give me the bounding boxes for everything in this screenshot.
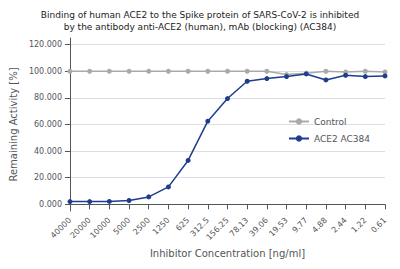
svg-text:2500: 2500 (131, 216, 152, 237)
svg-text:1250: 1250 (151, 216, 172, 237)
svg-text:120.000: 120.000 (29, 40, 62, 49)
svg-text:Control: Control (314, 117, 347, 127)
svg-text:0.61: 0.61 (369, 216, 388, 235)
svg-text:156.25: 156.25 (205, 216, 231, 242)
svg-text:100.000: 100.000 (29, 67, 62, 76)
svg-text:Remaining Activity [%]: Remaining Activity [%] (8, 67, 19, 181)
svg-text:by the antibody anti-ACE2 (hum: by the antibody anti-ACE2 (human), mAb (… (64, 22, 337, 32)
svg-text:20.000: 20.000 (34, 173, 62, 182)
svg-text:2.44: 2.44 (330, 216, 349, 235)
svg-text:39.06: 39.06 (248, 216, 271, 239)
svg-text:80.000: 80.000 (34, 93, 62, 102)
svg-text:4.88: 4.88 (310, 216, 329, 235)
svg-text:ACE2 AC384: ACE2 AC384 (314, 134, 370, 144)
svg-text:5000: 5000 (111, 216, 132, 237)
svg-text:Inhibitor Concentration [ng/ml: Inhibitor Concentration [ng/ml] (150, 248, 305, 259)
svg-text:10000: 10000 (88, 216, 112, 240)
svg-text:312.5: 312.5 (188, 215, 211, 239)
svg-text:Binding of human ACE2 to the S: Binding of human ACE2 to the Spike prote… (41, 10, 359, 20)
svg-text:40.000: 40.000 (34, 147, 62, 156)
svg-text:0.000: 0.000 (39, 200, 62, 209)
svg-text:78.13: 78.13 (228, 216, 251, 239)
svg-text:625: 625 (174, 215, 192, 233)
svg-text:60.000: 60.000 (34, 120, 62, 129)
svg-text:9.77: 9.77 (290, 216, 309, 235)
svg-text:20000: 20000 (69, 216, 93, 240)
svg-text:1.22: 1.22 (350, 216, 369, 235)
svg-text:19.53: 19.53 (267, 216, 290, 239)
svg-text:40000: 40000 (49, 216, 73, 240)
